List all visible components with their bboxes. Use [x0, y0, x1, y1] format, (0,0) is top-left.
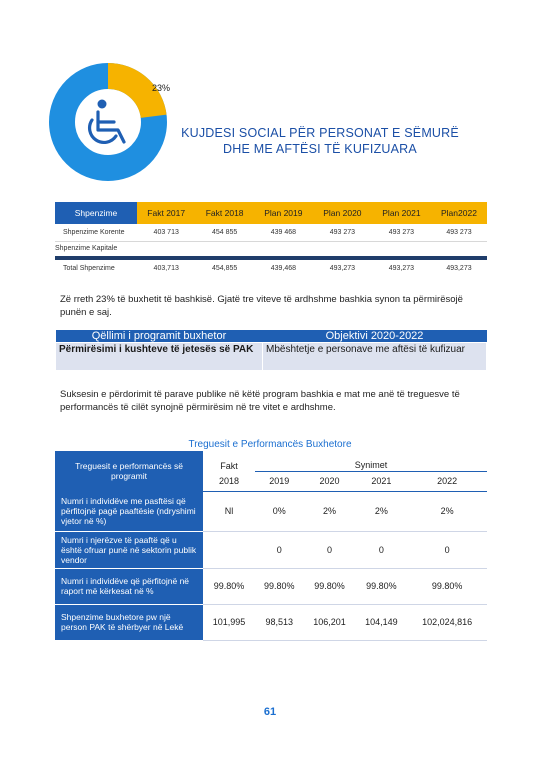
budget-total-cell: 439,468 — [253, 256, 313, 276]
year-header: 2020 — [303, 471, 356, 492]
indicator-label: Shpenzime buxhetore pw një person PAK të… — [55, 604, 203, 641]
budget-total-cell: 493,273 — [430, 256, 487, 276]
indicator-value: 0 — [303, 531, 356, 569]
budget-share-donut-chart — [49, 63, 167, 181]
indicator-value: 99.80% — [355, 568, 408, 605]
indicator-value: 99.80% — [303, 568, 356, 605]
indicator-value: 104,149 — [355, 604, 408, 641]
performance-paragraph: Suksesin e përdorimit të parave publike … — [60, 389, 460, 413]
indicator-value: 102,024,816 — [407, 604, 487, 641]
table-row: Numri i individëve që përfitojnë në rapo… — [55, 568, 487, 605]
budget-header-cell: Fakt 2017 — [137, 202, 196, 224]
section-title: Treguesit e Performancës Buxhetore — [188, 439, 352, 450]
goal-header-left: Qëllimi i programit buxhetor — [55, 330, 263, 343]
year-header: 2022 — [407, 471, 487, 492]
budget-header-cell: Fakt 2018 — [195, 202, 254, 224]
indicators-top-row: Treguesit e performancës së programit Fa… — [55, 451, 487, 491]
budget-total-cell: 493,273 — [312, 256, 372, 276]
budget-cell: 493 273 — [430, 224, 487, 242]
indicator-value: 98,513 — [255, 604, 304, 641]
indicator-value — [203, 531, 255, 569]
budget-total-cell: 454,855 — [195, 256, 254, 276]
budget-share-paragraph: Zë rreth 23% të buxhetit të bashkisë. Gj… — [60, 294, 463, 318]
budget-cell: 403 713 — [137, 224, 196, 242]
indicator-label: Numri i njerëzve të paaftë që u është of… — [55, 531, 203, 569]
indicator-value: 0 — [355, 531, 408, 569]
indicator-value: Nl — [203, 491, 255, 532]
page-title-line-1: KUJDESI SOCIAL PËR PERSONAT E SËMURË — [181, 126, 459, 140]
indicator-value: 99.80% — [203, 568, 255, 605]
indicators-years-row: 2018 2019 2020 2021 2022 — [55, 471, 487, 492]
indicator-value: 2% — [303, 491, 356, 532]
synimet-header: Synimet — [255, 451, 487, 472]
budget-cell: 454 855 — [195, 224, 254, 242]
goal-header-right: Objektivi 2020-2022 — [262, 330, 487, 343]
goal-body-left: Përmirësimi i kushteve të jetesës së PAK — [55, 342, 263, 371]
page-number: 61 — [263, 706, 277, 718]
table-row: Numri i njerëzve të paaftë që u është of… — [55, 531, 487, 569]
indicator-label: Numri i individëve që përfitojnë në rapo… — [55, 568, 203, 605]
indicator-label: Numri i individëve me pasftësi që përfit… — [55, 491, 203, 532]
indicators-table: Treguesit e performancës së programit Fa… — [55, 451, 487, 641]
indicator-value: 106,201 — [303, 604, 356, 641]
indicator-value: 0% — [255, 491, 304, 532]
wheelchair-icon — [87, 99, 126, 144]
budget-cell: 493 273 — [312, 224, 372, 242]
indicator-value: 2% — [407, 491, 487, 532]
page-title: KUJDESI SOCIAL PËR PERSONAT E SËMURË DHE… — [150, 125, 490, 157]
budget-header-cell: Plan 2019 — [253, 202, 313, 224]
budget-header-row: Shpenzime Fakt 2017 Fakt 2018 Plan 2019 … — [55, 202, 487, 224]
budget-cell: Shpenzime Korente — [55, 224, 137, 242]
year-header: 2018 — [203, 471, 255, 492]
year-header: 2021 — [355, 471, 408, 492]
donut-share-segment — [107, 63, 167, 119]
budget-row-capital: Shpenzime Kapitale — [55, 241, 487, 258]
indicator-value: 101,995 — [203, 604, 255, 641]
fakt-header: Fakt — [220, 461, 238, 471]
goal-body-right: Mbështetje e personave me aftësi të kufi… — [262, 342, 487, 371]
budget-table: Shpenzime Fakt 2017 Fakt 2018 Plan 2019 … — [55, 202, 487, 276]
indicator-value: 99.80% — [407, 568, 487, 605]
indicators-label-header: Treguesit e performancës së programit — [55, 451, 203, 491]
budget-total-cell: Total Shpenzime — [55, 256, 137, 276]
budget-header-cell: Plan2022 — [430, 202, 487, 224]
goal-body-row: Përmirësimi i kushteve të jetesës së PAK… — [55, 342, 487, 371]
goal-header-row: Qëllimi i programit buxhetor Objektivi 2… — [55, 330, 487, 343]
budget-capital-label: Shpenzime Kapitale — [55, 245, 118, 253]
budget-header-cell: Plan 2021 — [371, 202, 431, 224]
goal-objective-table: Qëllimi i programit buxhetor Objektivi 2… — [55, 330, 487, 371]
donut-percentage-label: 23% — [152, 83, 171, 93]
year-header: 2019 — [255, 471, 304, 492]
budget-header-cell: Plan 2020 — [312, 202, 372, 224]
indicator-value: 99.80% — [255, 568, 304, 605]
budget-cell: 493 273 — [371, 224, 431, 242]
page-title-line-2: DHE ME AFTËSI TË KUFIZUARA — [223, 142, 417, 156]
budget-row-current: Shpenzime Korente 403 713 454 855 439 46… — [55, 224, 487, 242]
indicator-value: 0 — [255, 531, 304, 569]
budget-header-cell: Shpenzime — [55, 202, 137, 224]
indicator-value: 2% — [355, 491, 408, 532]
table-row: Shpenzime buxhetore pw një person PAK të… — [55, 604, 487, 641]
budget-row-total: Total Shpenzime 403,713 454,855 439,468 … — [55, 256, 487, 276]
budget-cell: 439 468 — [253, 224, 313, 242]
budget-total-cell: 403,713 — [137, 256, 196, 276]
indicator-value: 0 — [407, 531, 487, 569]
table-row: Numri i individëve me pasftësi që përfit… — [55, 491, 487, 532]
budget-total-cell: 493,273 — [371, 256, 431, 276]
